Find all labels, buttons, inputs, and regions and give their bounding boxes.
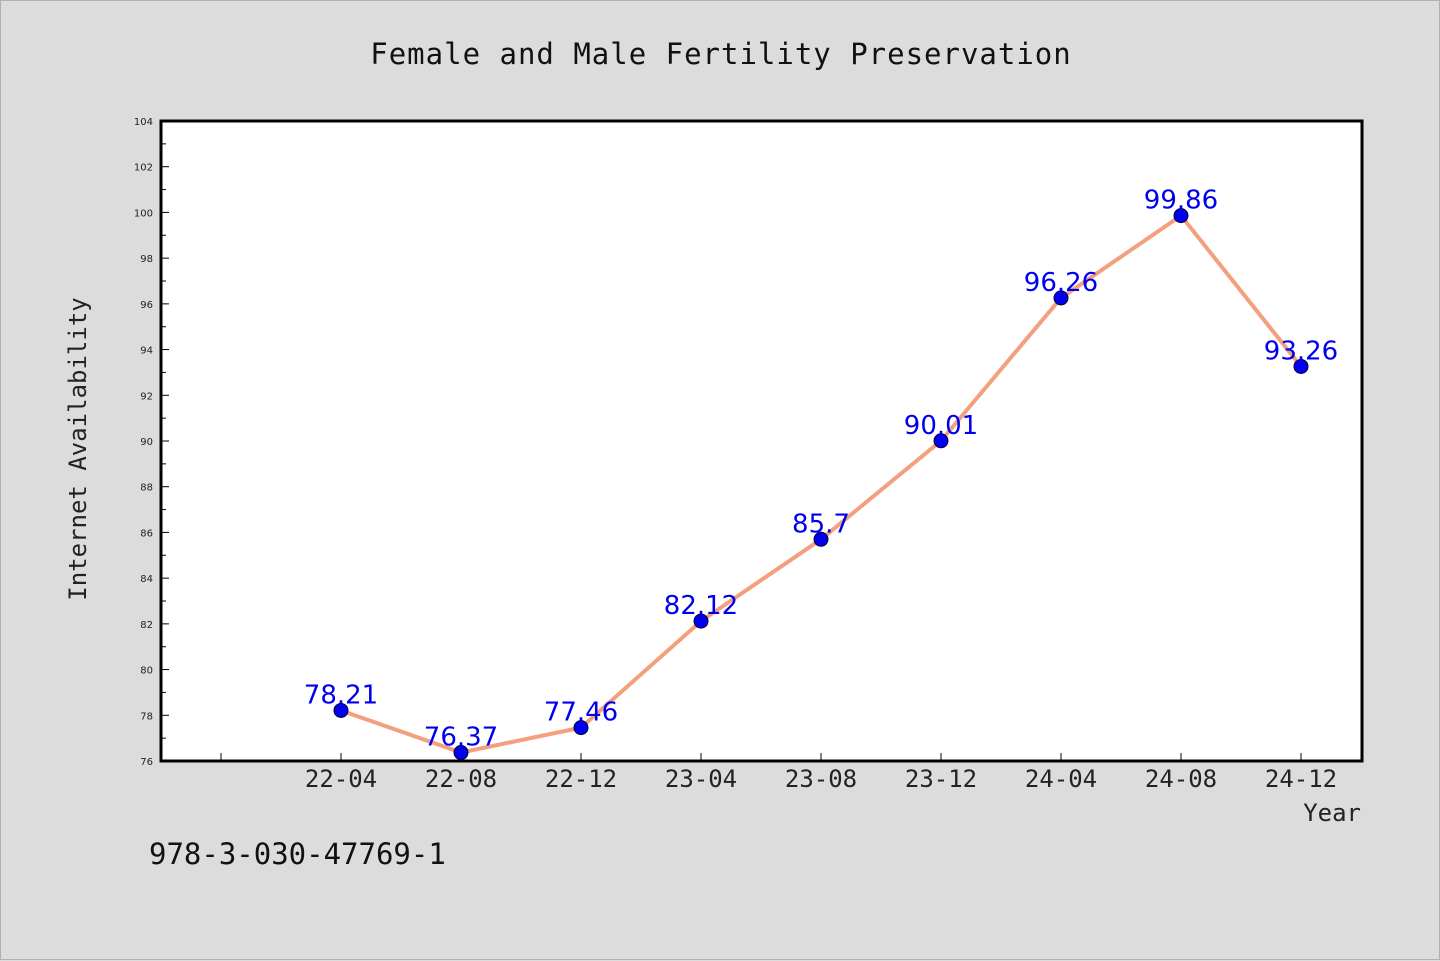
data-label: 78.21 [304, 680, 378, 710]
data-point [933, 433, 949, 449]
data-point [1053, 290, 1069, 306]
data-label: 76.37 [424, 723, 498, 753]
y-tick-label: 80 [140, 666, 153, 677]
x-tick-label: 22-08 [425, 765, 497, 793]
y-tick-label: 102 [134, 163, 153, 174]
x-axis: 22-04 22-08 22-12 23-04 23-08 23-12 24-04 24-08… [220, 753, 1337, 793]
data-label: 77.46 [544, 698, 618, 728]
y-tick-label: 92 [140, 391, 153, 402]
y-tick-label: 96 [140, 300, 153, 311]
y-tick-label: 98 [140, 254, 153, 265]
y-tick-label: 86 [140, 528, 153, 539]
x-tick-label: 23-12 [905, 765, 977, 793]
data-point [813, 531, 829, 547]
y-tick-label: 84 [140, 574, 153, 585]
x-tick-label: 22-04 [305, 765, 377, 793]
y-tick-label: 88 [140, 483, 153, 494]
x-tick-label: 22-12 [545, 765, 617, 793]
data-label: 99.86 [1144, 186, 1218, 216]
y-axis-title: Internet Availability [64, 297, 92, 600]
data-point [573, 720, 589, 736]
data-label: 93.26 [1264, 336, 1338, 366]
y-axis: 76 78 80 82 84 86 88 90 92 94 96 98 100 102 104 [134, 117, 169, 768]
data-label: 85.7 [792, 509, 850, 539]
x-tick-label: 23-08 [785, 765, 857, 793]
data-label: 96.26 [1024, 268, 1098, 298]
y-tick-label: 94 [140, 346, 153, 357]
y-tick-label: 78 [140, 711, 153, 722]
y-tick-label: 90 [140, 437, 153, 448]
x-tick-label: 24-12 [1265, 765, 1337, 793]
series-layer: 78.21 76.37 77.46 82.12 85.7 90.01 96.26 99.86 9… [304, 186, 1338, 761]
data-point [693, 613, 709, 629]
y-tick-label: 82 [140, 620, 153, 631]
data-point [453, 745, 469, 761]
data-point [1293, 358, 1309, 374]
data-point [1173, 208, 1189, 224]
footer-isbn: 978-3-030-47769-1 [149, 837, 446, 871]
y-tick-label: 104 [134, 117, 153, 128]
y-tick-label: 76 [140, 757, 153, 768]
x-tick-label: 24-04 [1025, 765, 1097, 793]
chart-title: Female and Male Fertility Preservation [370, 37, 1071, 71]
x-tick-label: 24-08 [1145, 765, 1217, 793]
data-label: 82.12 [664, 591, 738, 621]
y-tick-label: 100 [134, 208, 153, 219]
x-axis-title: Year [1303, 799, 1361, 827]
data-label: 90.01 [904, 411, 978, 441]
x-tick-label: 23-04 [665, 765, 737, 793]
data-point [333, 702, 349, 718]
